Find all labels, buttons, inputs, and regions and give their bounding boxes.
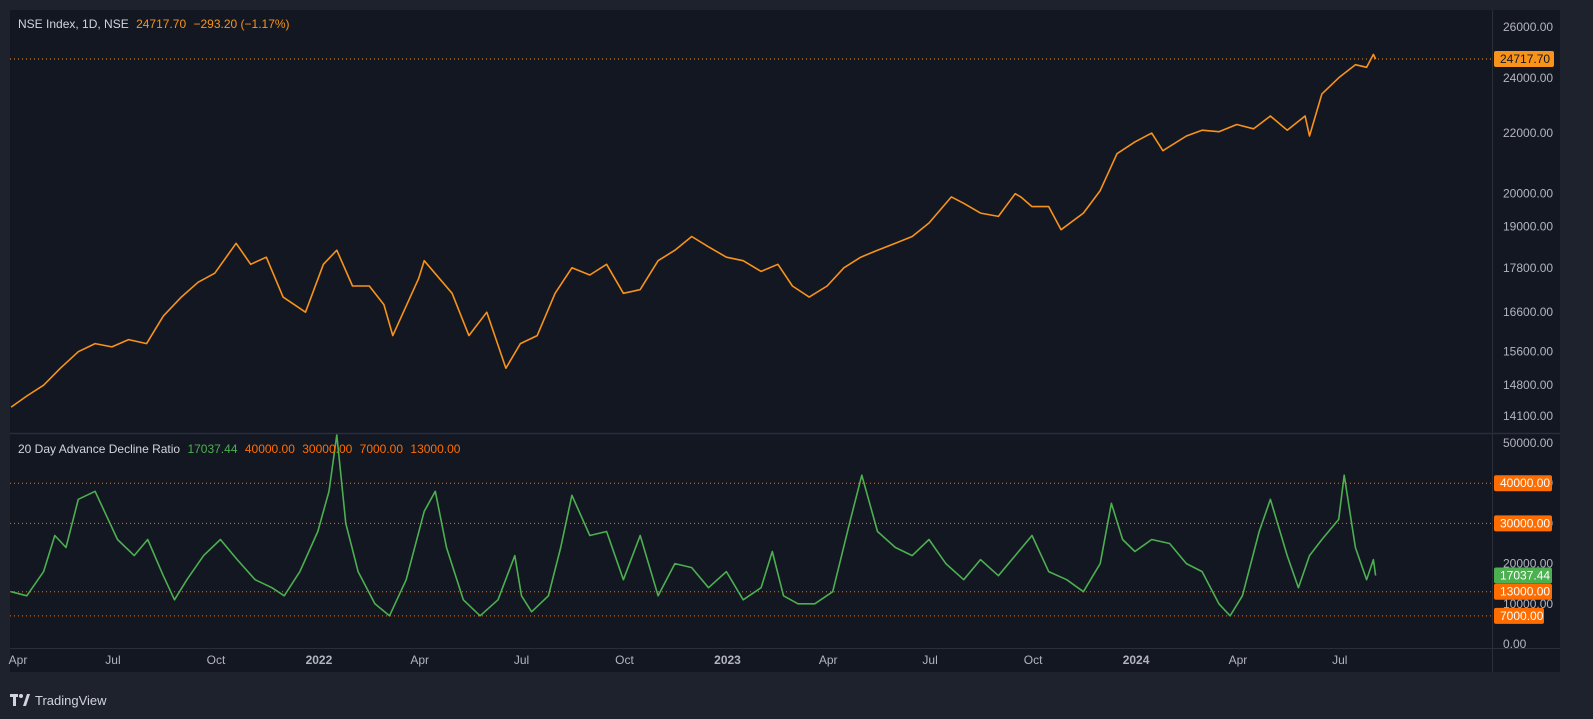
price-axis-tick-label: 15600.00 <box>1503 345 1553 359</box>
time-axis-tick-label: Jul <box>105 653 120 667</box>
time-axis-tick-label: Jul <box>514 653 529 667</box>
time-axis-tick-label: Oct <box>1024 653 1043 667</box>
adr-legend-level-40000: 40000.00 <box>244 442 295 456</box>
time-axis-tick-label: Oct <box>207 653 226 667</box>
price-axis-tick-label: 14100.00 <box>1503 409 1553 423</box>
adr-legend-level-7000: 7000.00 <box>359 442 404 456</box>
adr-level-label-box <box>1494 607 1544 624</box>
time-axis-tick-label: Apr <box>1229 653 1248 667</box>
price-legend: NSE Index, 1D, NSE 24717.70 −293.20 (−1.… <box>18 17 294 31</box>
time-axis-tick-label: Jul <box>922 653 937 667</box>
adr-level-label-box <box>1494 475 1552 492</box>
adr-axis-tick-label: 20000.00 <box>1503 557 1553 571</box>
adr-axis-tick-label: 0.00 <box>1503 637 1527 651</box>
adr-level-label-box <box>1494 515 1552 532</box>
price-label-box <box>1494 51 1554 68</box>
adr-legend-title: 20 Day Advance Decline Ratio <box>18 442 181 456</box>
adr-legend-level-30000: 30000.00 <box>302 442 353 456</box>
adr-level-label-text: 7000.00 <box>1500 609 1544 623</box>
adr-legend-level-13000: 13000.00 <box>410 442 461 456</box>
adr-axis-tick-label: 10000.00 <box>1503 597 1553 611</box>
price-axis-tick-label: 14800.00 <box>1503 378 1553 392</box>
adr-level-label-box <box>1494 583 1552 600</box>
adr-legend-value: 17037.44 <box>187 442 238 456</box>
time-axis-tick-label: 2022 <box>306 653 333 667</box>
time-axis-tick-label: Apr <box>9 653 28 667</box>
chart-area <box>10 10 1560 672</box>
price-axis-tick-label: 26000.00 <box>1503 20 1553 34</box>
price-axis-tick-label: 24000.00 <box>1503 71 1553 85</box>
price-axis-tick-label: 22000.00 <box>1503 126 1553 140</box>
brand-name: TradingView <box>35 692 107 708</box>
price-legend-title: NSE Index, 1D, NSE <box>18 17 129 31</box>
price-axis-tick-label: 20000.00 <box>1503 187 1553 201</box>
time-axis-tick-label: 2024 <box>1123 653 1150 667</box>
price-label-text: 24717.70 <box>1500 52 1550 66</box>
adr-legend: 20 Day Advance Decline Ratio 17037.44 40… <box>18 442 464 456</box>
price-axis-tick-label: 16600.00 <box>1503 305 1553 319</box>
price-axis-tick-label: 19000.00 <box>1503 219 1553 233</box>
price-axis-tick-label: 17800.00 <box>1503 261 1553 275</box>
adr-last-label-box <box>1494 567 1552 584</box>
price-legend-change: −293.20 (−1.17%) <box>193 17 290 31</box>
tradingview-logo-icon <box>10 694 30 706</box>
adr-axis-tick-label: 50000.00 <box>1503 436 1553 450</box>
time-axis-tick-label: Oct <box>615 653 634 667</box>
adr-last-label-text: 17037.44 <box>1500 569 1550 583</box>
time-axis-tick-label: 2023 <box>714 653 741 667</box>
time-axis-tick-label: Apr <box>819 653 838 667</box>
time-axis-tick-label: Apr <box>410 653 429 667</box>
adr-level-label-text: 13000.00 <box>1500 585 1550 599</box>
brand-logo[interactable]: TradingView <box>10 690 107 710</box>
adr-level-label-text: 40000.00 <box>1500 476 1550 490</box>
time-axis-tick-label: Jul <box>1332 653 1347 667</box>
adr-level-label-text: 30000.00 <box>1500 516 1550 530</box>
adr-series-line[interactable] <box>10 434 1377 617</box>
price-series-line[interactable] <box>10 53 1377 408</box>
price-legend-value: 24717.70 <box>136 17 187 31</box>
